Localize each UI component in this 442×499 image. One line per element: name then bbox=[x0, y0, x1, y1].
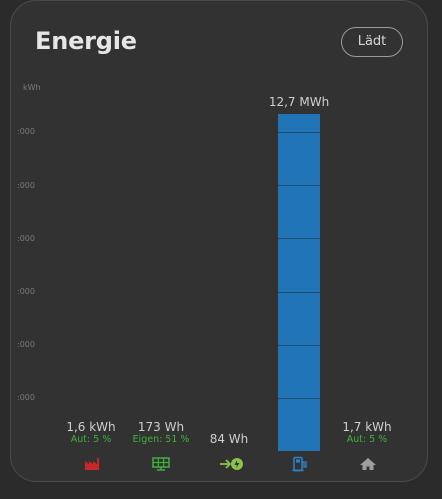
solar-panel-icon[interactable] bbox=[151, 456, 171, 472]
energy-card: Energie Lädt kWh :000 :000 :000 :000 :00… bbox=[10, 0, 428, 482]
axis-unit-label: kWh bbox=[23, 83, 41, 92]
ev-charger-bar bbox=[278, 114, 320, 451]
bar-segment-line bbox=[278, 345, 320, 346]
home-icon[interactable] bbox=[358, 456, 378, 472]
axis-tick-label: :000 bbox=[17, 287, 35, 296]
bar-segment-line bbox=[278, 238, 320, 239]
consumption-value: 1,6 kWh bbox=[66, 420, 116, 434]
bar-segment-line bbox=[278, 398, 320, 399]
axis-tick-label: :000 bbox=[17, 234, 35, 243]
solar-self-consumption: Eigen: 51 % bbox=[132, 434, 190, 445]
grid-feed-value: 84 Wh bbox=[209, 432, 249, 446]
axis-tick-label: :000 bbox=[17, 340, 35, 349]
bar-segment-line bbox=[278, 132, 320, 133]
home-autarky: Aut: 5 % bbox=[346, 434, 388, 445]
home-value: 1,7 kWh bbox=[342, 420, 392, 434]
consumption-autarky: Aut: 5 % bbox=[70, 434, 112, 445]
solar-value: 173 Wh bbox=[137, 420, 185, 434]
status-button[interactable]: Lädt bbox=[341, 27, 403, 57]
axis-tick-label: :000 bbox=[17, 181, 35, 190]
ev-charger-value: 12,7 MWh bbox=[268, 95, 330, 109]
axis-tick-label: :000 bbox=[17, 127, 35, 136]
card-title: Energie bbox=[35, 27, 137, 55]
bar-segment-line bbox=[278, 185, 320, 186]
factory-icon[interactable] bbox=[82, 456, 102, 472]
bar-segment-line bbox=[278, 292, 320, 293]
axis-tick-label: :000 bbox=[17, 393, 35, 402]
ev-charger-icon[interactable] bbox=[290, 456, 310, 472]
grid-feed-icon[interactable] bbox=[219, 456, 245, 472]
